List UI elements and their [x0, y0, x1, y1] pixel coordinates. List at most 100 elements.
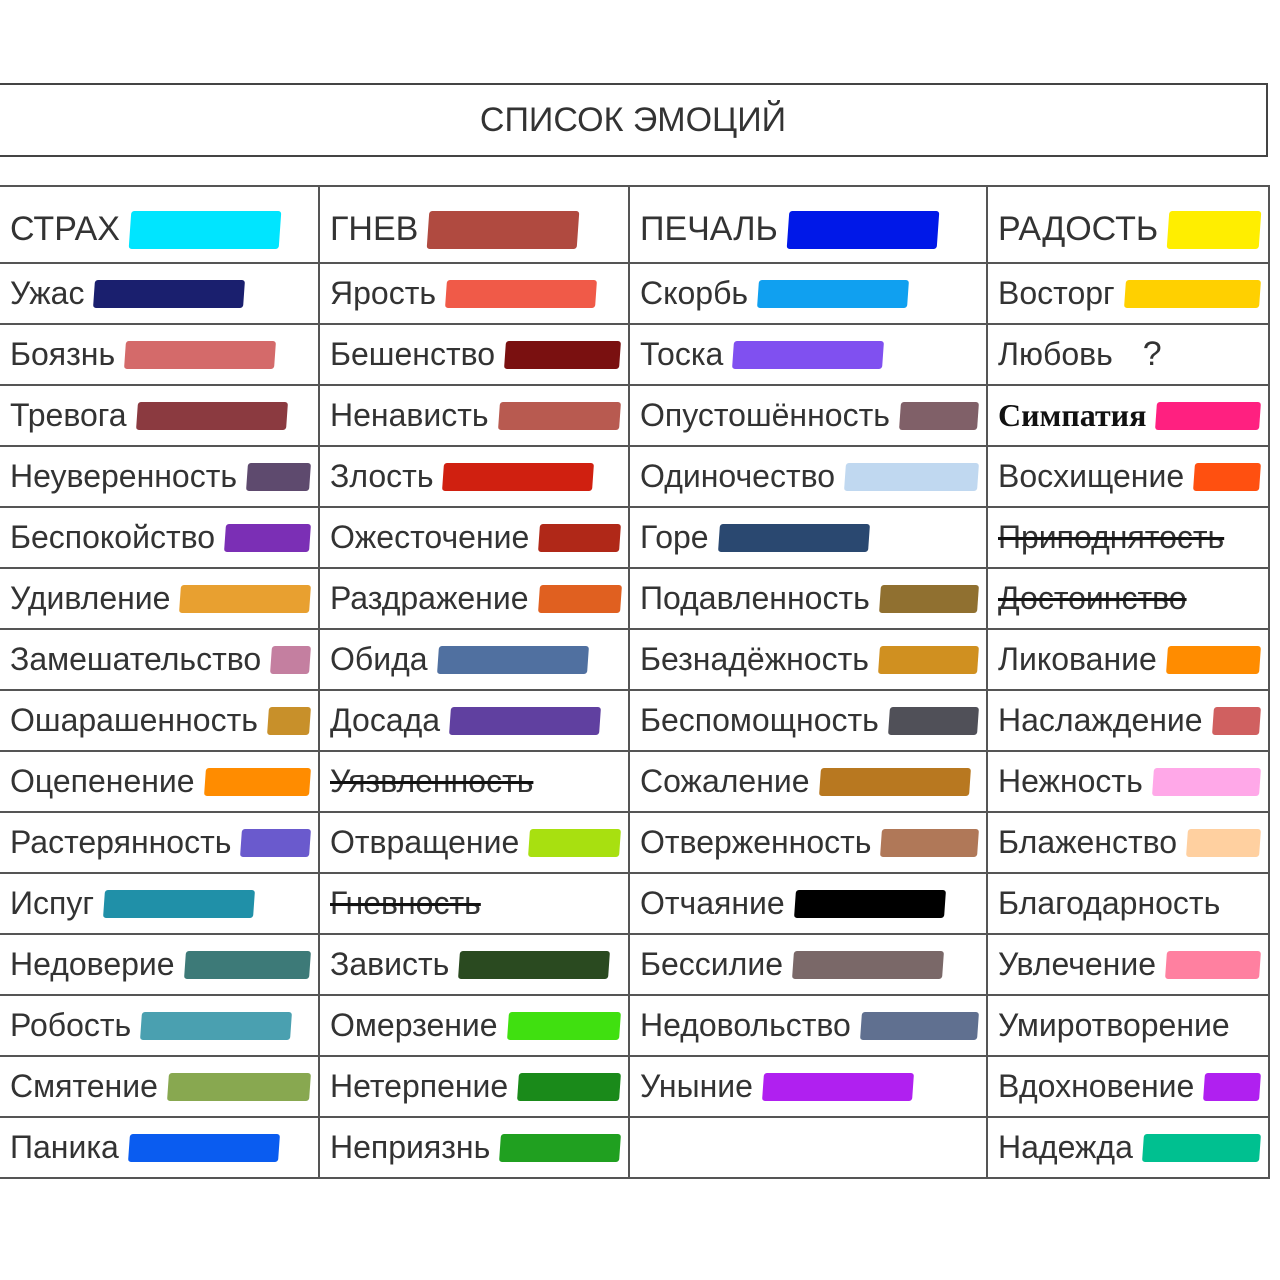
emotion-cell: Тоска: [630, 325, 986, 386]
color-swatch: [786, 210, 940, 249]
emotion-label: Тревога: [10, 397, 127, 433]
emotion-cell: Неуверенность: [0, 447, 318, 508]
emotion-label: Отвращение: [330, 824, 520, 860]
emotion-cell: Ненависть: [320, 386, 628, 447]
emotion-cell: Зависть: [320, 935, 628, 996]
emotion-cell: Нетерпение: [320, 1057, 628, 1118]
emotion-label: Приподнятость: [998, 519, 1225, 555]
emotion-label: Беспомощность: [640, 702, 879, 738]
color-swatch: [179, 584, 311, 613]
emotion-label: Нетерпение: [330, 1068, 509, 1104]
emotion-cell: Оцепенение: [0, 752, 318, 813]
emotion-cell: Достоинство: [988, 569, 1268, 630]
emotion-cell: [630, 1118, 986, 1179]
emotion-cell: Боязнь: [0, 325, 318, 386]
color-swatch: [504, 340, 621, 369]
color-swatch: [445, 279, 598, 308]
emotion-label: Отчаяние: [640, 885, 785, 921]
emotion-label: Увлечение: [998, 946, 1157, 982]
column-header: ПЕЧАЛЬ: [630, 187, 986, 264]
emotion-cell: Симпатия: [988, 386, 1268, 447]
color-swatch: [458, 950, 611, 979]
emotion-cell: Сожаление: [630, 752, 986, 813]
emotion-label: Благодарность: [998, 885, 1221, 921]
emotion-label: Досада: [330, 702, 441, 738]
color-swatch: [499, 1133, 621, 1162]
color-swatch: [793, 889, 946, 918]
emotion-label: Зависть: [330, 946, 450, 982]
emotion-cell: Испуг: [0, 874, 318, 935]
color-swatch: [436, 645, 589, 674]
color-swatch: [1166, 210, 1262, 249]
emotion-table: СТРАХ Ужас Боязнь Тревога Неуверенность Беспо…: [0, 185, 1270, 1179]
emotion-cell: Омерзение: [320, 996, 628, 1057]
emotion-label: Горе: [640, 519, 709, 555]
emotion-cell: Злость: [320, 447, 628, 508]
emotion-cell: Скорбь: [630, 264, 986, 325]
emotion-cell: Благодарность: [988, 874, 1268, 935]
emotion-cell: Уныние: [630, 1057, 986, 1118]
emotion-cell: Уязвленность: [320, 752, 628, 813]
emotion-label: Ожесточение: [330, 519, 530, 555]
emotion-label: Бешенство: [330, 336, 496, 372]
emotion-label: Любовь: [998, 336, 1113, 372]
color-swatch: [1165, 950, 1261, 979]
emotion-cell: Робость: [0, 996, 318, 1057]
emotion-cell: Удивление: [0, 569, 318, 630]
color-swatch: [506, 1011, 621, 1040]
emotion-cell: Ярость: [320, 264, 628, 325]
emotion-cell: Ужас: [0, 264, 318, 325]
color-swatch: [528, 828, 621, 857]
emotion-cell: Безнадёжность: [630, 630, 986, 691]
emotion-label: Гневность: [330, 885, 481, 921]
color-swatch: [517, 1072, 621, 1101]
emotion-label: РАДОСТЬ: [998, 210, 1159, 248]
emotion-cell: Опустошённость: [630, 386, 986, 447]
emotion-cell: Замешательство: [0, 630, 318, 691]
emotion-label: Скорбь: [640, 275, 749, 311]
emotion-label: Восхищение: [998, 458, 1185, 494]
color-swatch: [537, 584, 621, 613]
color-swatch: [1155, 401, 1261, 430]
column-header: ГНЕВ: [320, 187, 628, 264]
color-swatch: [497, 401, 621, 430]
emotion-cell: Приподнятость: [988, 508, 1268, 569]
emotion-label: Неуверенность: [10, 458, 238, 494]
emotion-cell: Недовольство: [630, 996, 986, 1057]
emotion-cell: Восторг: [988, 264, 1268, 325]
emotion-cell: Паника: [0, 1118, 318, 1179]
color-swatch: [449, 706, 602, 735]
emotion-cell: Увлечение: [988, 935, 1268, 996]
question-mark: ?: [1142, 335, 1162, 373]
emotion-label: Ненависть: [330, 397, 489, 433]
color-swatch: [224, 523, 311, 552]
emotion-label: Ужас: [10, 275, 85, 311]
emotion-label: Раздражение: [330, 580, 529, 616]
emotion-cell: Досада: [320, 691, 628, 752]
emotion-label: Одиночество: [640, 458, 836, 494]
emotion-label: Ярость: [330, 275, 437, 311]
emotion-cell: Растерянность: [0, 813, 318, 874]
emotion-label: Безнадёжность: [640, 641, 869, 677]
emotion-label: Неприязнь: [330, 1129, 491, 1165]
color-swatch: [1186, 828, 1261, 857]
emotion-cell: Ожесточение: [320, 508, 628, 569]
emotion-cell: Наслаждение: [988, 691, 1268, 752]
emotion-label: Недовольство: [640, 1007, 851, 1043]
color-swatch: [93, 279, 246, 308]
emotion-cell: Беспомощность: [630, 691, 986, 752]
emotion-label: Удивление: [10, 580, 171, 616]
emotion-label: Наслаждение: [998, 702, 1203, 738]
color-swatch: [732, 340, 885, 369]
emotion-cell: Любовь?: [988, 325, 1268, 386]
color-swatch: [538, 523, 621, 552]
color-swatch: [442, 462, 595, 491]
color-swatch: [103, 889, 255, 918]
emotion-cell: Отчаяние: [630, 874, 986, 935]
emotion-cell: Гневность: [320, 874, 628, 935]
emotion-label: Злость: [330, 458, 434, 494]
color-swatch: [1165, 645, 1261, 674]
column: ПЕЧАЛЬ Скорбь Тоска Опустошённость Одиночест…: [630, 187, 988, 1179]
color-swatch: [1151, 767, 1261, 796]
emotion-cell: Надежда: [988, 1118, 1268, 1179]
